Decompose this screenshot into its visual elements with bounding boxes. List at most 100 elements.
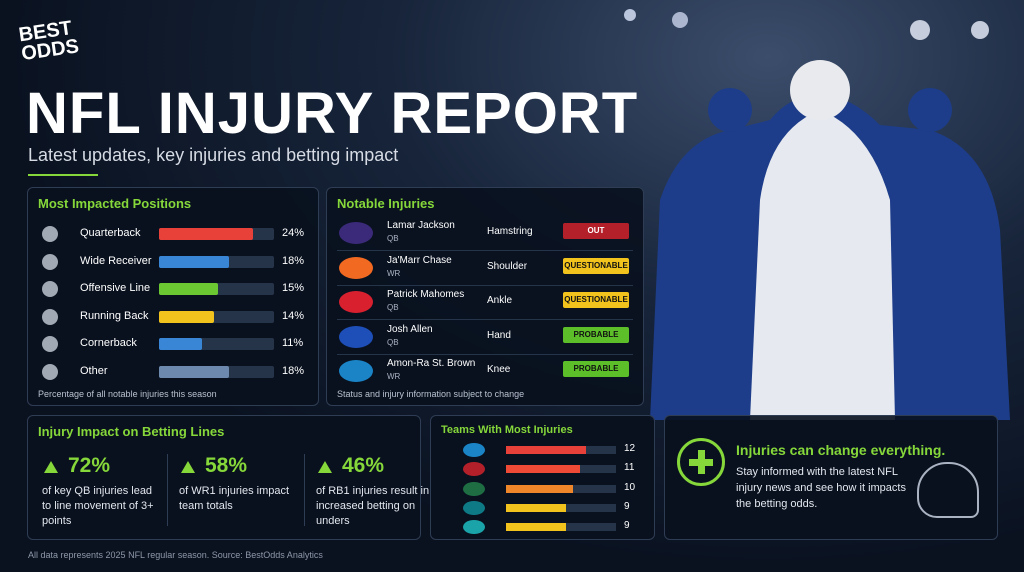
team-logo xyxy=(463,520,485,535)
bar-label: 9 xyxy=(624,520,630,532)
plus-icon xyxy=(677,438,725,486)
divider xyxy=(304,454,305,526)
position-name: Running Back xyxy=(80,309,149,322)
injury-type: Ankle xyxy=(487,295,513,306)
panel-title: Notable Injuries xyxy=(337,196,435,211)
player-name: Amon-Ra St. Brown xyxy=(387,358,476,369)
status-badge: PROBABLE xyxy=(563,326,629,343)
player-name: Patrick Mahomes xyxy=(387,289,465,300)
injuries-panel: Notable Injuries Status and injury infor… xyxy=(326,187,644,406)
team-logo xyxy=(463,500,485,515)
bar xyxy=(159,228,253,240)
stat: 58% xyxy=(205,454,248,477)
up-arrow xyxy=(44,461,58,473)
position-icon xyxy=(42,336,58,353)
position-name: Other xyxy=(80,365,108,377)
team-logo xyxy=(463,443,485,457)
team-logo xyxy=(339,256,373,279)
status-badge: OUT xyxy=(563,223,629,239)
subtitle: Latest updates, key injuries and betting… xyxy=(28,145,399,165)
up-arrow xyxy=(318,461,332,473)
bar xyxy=(506,484,573,493)
bar xyxy=(159,283,218,296)
team-logo xyxy=(339,360,373,382)
injury-type: Hand xyxy=(487,329,511,341)
logo: BEST ODDS xyxy=(17,17,85,65)
bar xyxy=(159,338,202,351)
team-logo xyxy=(339,222,373,244)
player-position: QB xyxy=(387,303,399,312)
status-badge: PROBABLE xyxy=(563,361,629,377)
team-logo xyxy=(339,291,373,313)
team-logo xyxy=(339,325,373,348)
panel-note: Status and injury information subject to… xyxy=(337,389,525,399)
callout-panel: Injuries can change everything. Stay inf… xyxy=(664,415,998,540)
player-position: QB xyxy=(387,234,399,243)
betting-panel: Injury Impact on Betting Lines 72% of key… xyxy=(27,415,429,540)
injury-type: Knee xyxy=(487,364,511,375)
player-name: Josh Allen xyxy=(387,323,433,335)
bar-label: 11% xyxy=(282,337,304,350)
row-divider xyxy=(337,284,633,286)
bar xyxy=(506,503,567,512)
bar-label: 14% xyxy=(282,309,305,322)
position-name: Cornerback xyxy=(80,337,137,350)
injury-type: Hamstring xyxy=(487,226,533,237)
team-logo xyxy=(463,462,485,477)
bar xyxy=(159,255,230,268)
position-icon xyxy=(42,253,58,270)
divider xyxy=(167,454,168,526)
bar xyxy=(506,446,587,454)
positions-panel: Most Impacted Positions Percentage of al… xyxy=(27,187,319,406)
bar-label: 10 xyxy=(624,481,636,493)
player-name: Lamar Jackson xyxy=(387,220,455,231)
panel-note: Percentage of all notable injuries this … xyxy=(38,389,217,399)
position-name: Offensive Line xyxy=(80,282,151,295)
row-divider xyxy=(337,353,633,355)
bar-label: 18% xyxy=(282,365,305,377)
team-logo xyxy=(463,481,485,496)
bar-label: 15% xyxy=(282,282,305,295)
status-badge: QUESTIONABLE xyxy=(563,292,629,308)
player-position: WR xyxy=(387,372,401,381)
up-arrow xyxy=(181,461,195,473)
position-name: Wide Receiver xyxy=(80,254,152,267)
status-badge: QUESTIONABLE xyxy=(563,257,629,274)
bar xyxy=(159,310,214,323)
bar-label: 12 xyxy=(624,443,636,454)
panel-title: Injury Impact on Betting Lines xyxy=(38,424,225,439)
stat-text: of RB1 injuries result in increased bett… xyxy=(316,485,430,527)
injury-type: Shoulder xyxy=(487,260,528,272)
panel-title: Most Impacted Positions xyxy=(38,196,192,211)
bar xyxy=(159,366,230,378)
position-name: Quarterback xyxy=(80,227,141,239)
row-divider xyxy=(337,319,633,320)
stat-text: of WR1 injuries impact team totals xyxy=(179,485,290,512)
teams-panel: Teams With Most Injuries 12 11 10 9 9 xyxy=(430,415,655,540)
bar-label: 11 xyxy=(624,462,635,474)
position-icon xyxy=(42,308,58,325)
player-name: Ja'Marr Chase xyxy=(387,254,452,266)
player-position: WR xyxy=(387,268,401,278)
callout-title: Injuries can change everything. xyxy=(736,442,946,458)
stat: 46% xyxy=(342,454,385,477)
panel-title: Teams With Most Injuries xyxy=(441,424,573,436)
stat-text: of key QB injuries lead to line movement… xyxy=(42,485,154,527)
position-icon xyxy=(42,226,58,242)
accent-line xyxy=(28,174,98,176)
callout-text: Stay informed with the latest NFL injury… xyxy=(736,466,906,510)
bar-label: 24% xyxy=(282,227,305,239)
bar-label: 9 xyxy=(624,500,630,512)
position-icon xyxy=(42,364,58,380)
title: NFL INJURY REPORT xyxy=(26,81,639,146)
footer: All data represents 2025 NFL regular sea… xyxy=(28,550,323,560)
position-icon xyxy=(42,281,58,298)
photo-backdrop xyxy=(624,9,1010,420)
bar-label: 18% xyxy=(282,254,305,267)
bar xyxy=(506,523,567,532)
row-divider xyxy=(337,250,633,251)
player-position: QB xyxy=(387,337,399,347)
bar xyxy=(506,465,580,474)
stat: 72% xyxy=(68,454,111,477)
